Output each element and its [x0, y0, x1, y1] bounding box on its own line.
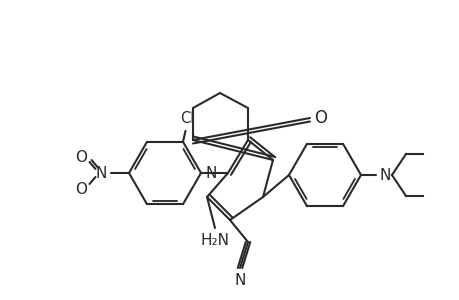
Text: N: N: [234, 273, 245, 288]
Text: O: O: [75, 149, 87, 164]
Text: Cl: Cl: [179, 111, 194, 126]
Text: N: N: [95, 166, 107, 181]
Text: N: N: [379, 167, 391, 182]
Text: H₂N: H₂N: [200, 233, 229, 248]
Text: O: O: [313, 109, 326, 127]
Text: N: N: [205, 166, 217, 181]
Text: O: O: [75, 182, 87, 196]
